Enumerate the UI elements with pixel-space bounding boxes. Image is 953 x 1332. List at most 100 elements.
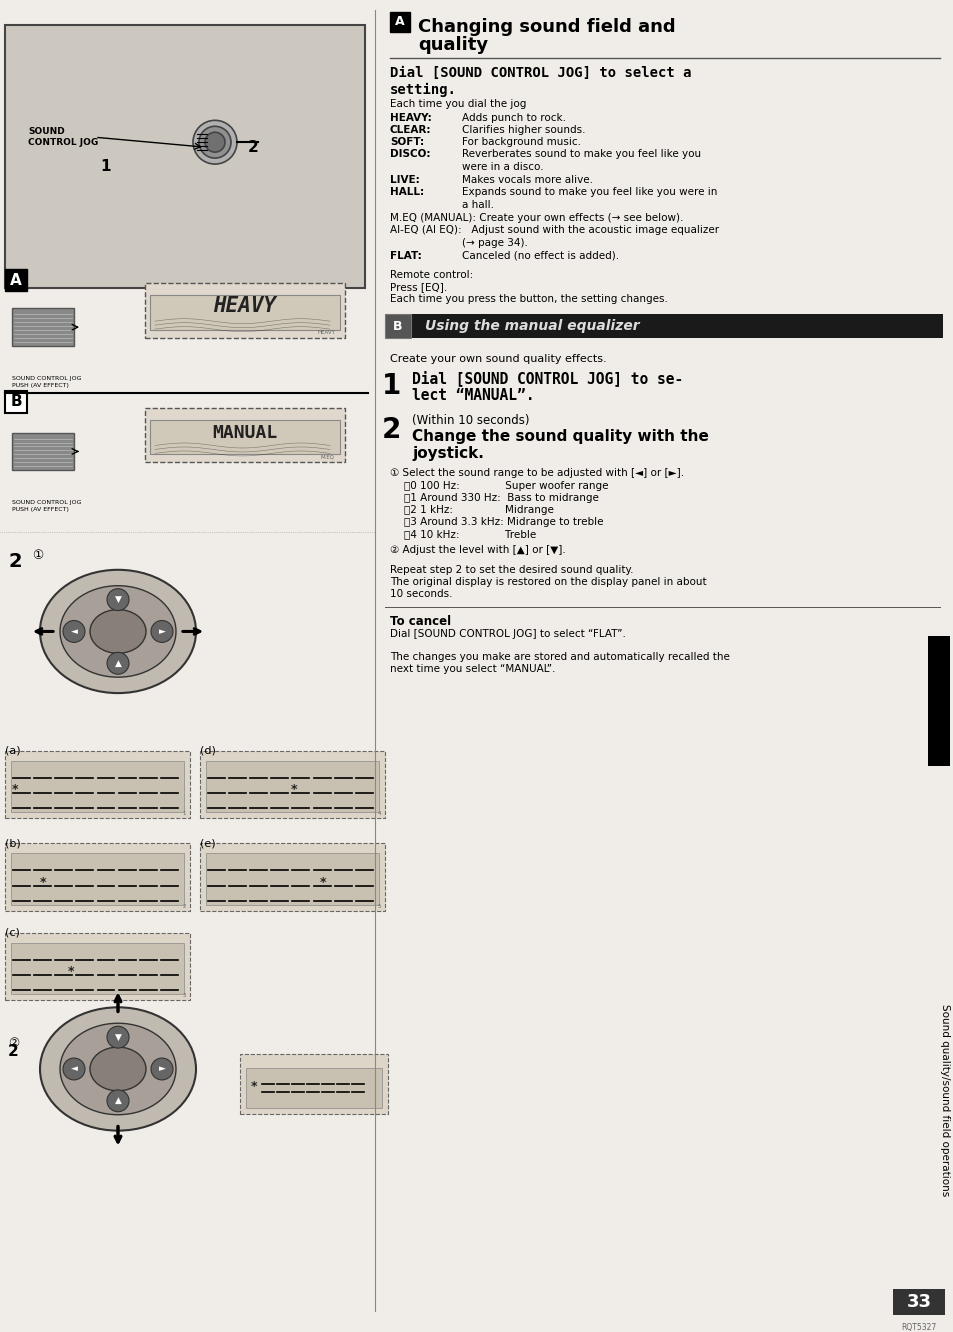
Bar	[385, 314, 411, 338]
Ellipse shape	[60, 1023, 175, 1115]
Text: 1: 1	[100, 159, 111, 174]
Text: To cancel: To cancel	[390, 614, 451, 627]
Text: joystick.: joystick.	[412, 446, 483, 461]
Text: A: A	[10, 273, 22, 288]
Text: LIVE:: LIVE:	[390, 174, 419, 185]
Text: Reverberates sound to make you feel like you: Reverberates sound to make you feel like…	[461, 149, 700, 159]
Text: Each time you press the button, the setting changes.: Each time you press the button, the sett…	[390, 294, 667, 304]
Text: ②: ②	[8, 1038, 19, 1050]
Bar	[5, 751, 190, 818]
Text: Clarifies higher sounds.: Clarifies higher sounds.	[461, 125, 585, 136]
Text: 3: 3	[182, 994, 186, 999]
Text: Each time you dial the jog: Each time you dial the jog	[390, 100, 526, 109]
Text: SOFT:: SOFT:	[390, 137, 424, 148]
Text: *: *	[319, 875, 326, 888]
Bar	[206, 761, 378, 813]
Text: Repeat step 2 to set the desired sound quality.: Repeat step 2 to set the desired sound q…	[390, 565, 633, 575]
Bar	[145, 408, 345, 462]
Text: *: *	[291, 783, 297, 797]
Text: (→ page 34).: (→ page 34).	[461, 237, 527, 248]
Text: HEAVY: HEAVY	[316, 330, 335, 336]
Ellipse shape	[90, 1047, 146, 1091]
Text: a hall.: a hall.	[461, 200, 494, 210]
Text: RQT5327: RQT5327	[901, 1323, 936, 1332]
Text: next time you select “MANUAL”.: next time you select “MANUAL”.	[390, 665, 555, 674]
Text: ►: ►	[158, 627, 165, 635]
Ellipse shape	[90, 610, 146, 653]
Text: Expands sound to make you feel like you were in: Expands sound to make you feel like you …	[461, 186, 717, 197]
Bar	[150, 296, 339, 330]
Bar	[206, 854, 378, 904]
Text: Create your own sound quality effects.: Create your own sound quality effects.	[390, 354, 606, 364]
Text: (a): (a)	[5, 746, 21, 755]
Text: Canceled (no effect is added).: Canceled (no effect is added).	[461, 250, 618, 261]
Ellipse shape	[40, 570, 195, 693]
Text: ①: ①	[32, 549, 43, 562]
Text: PUSH (AV EFFECT): PUSH (AV EFFECT)	[12, 507, 69, 511]
Circle shape	[107, 1090, 129, 1112]
Text: PUSH (AV EFFECT): PUSH (AV EFFECT)	[12, 382, 69, 388]
Bar	[390, 12, 410, 32]
Circle shape	[151, 1058, 172, 1080]
Text: B: B	[393, 320, 402, 333]
Text: 2: 2	[8, 1044, 19, 1059]
Text: Sound quality/sound field operations: Sound quality/sound field operations	[939, 1004, 949, 1196]
Text: ② Adjust the level with [▲] or [▼].: ② Adjust the level with [▲] or [▼].	[390, 545, 565, 555]
Text: ␶3 Around 3.3 kHz: Midrange to treble: ␶3 Around 3.3 kHz: Midrange to treble	[403, 517, 603, 527]
Text: B: B	[10, 394, 22, 409]
Text: 2: 2	[248, 140, 258, 155]
Text: *: *	[251, 1080, 257, 1094]
Text: Changing sound field and: Changing sound field and	[417, 17, 675, 36]
Circle shape	[205, 132, 225, 152]
Text: quality: quality	[417, 36, 488, 53]
Circle shape	[107, 1026, 129, 1048]
Text: MANUAL: MANUAL	[213, 424, 277, 442]
Text: SOUND CONTROL JOG: SOUND CONTROL JOG	[12, 376, 81, 381]
Bar	[11, 761, 184, 813]
Text: Adds punch to rock.: Adds punch to rock.	[461, 113, 565, 124]
Text: Change the sound quality with the: Change the sound quality with the	[412, 429, 708, 444]
Text: *: *	[40, 875, 47, 888]
Text: The changes you make are stored and automatically recalled the: The changes you make are stored and auto…	[390, 653, 729, 662]
Text: 2: 2	[8, 551, 22, 571]
Text: *: *	[11, 783, 18, 797]
Text: ␶0 100 Hz:              Super woofer range: ␶0 100 Hz: Super woofer range	[403, 481, 608, 492]
Text: ►: ►	[158, 1064, 165, 1074]
Text: DISCO:: DISCO:	[390, 149, 430, 159]
Text: lect “MANUAL”.: lect “MANUAL”.	[412, 388, 534, 402]
Text: 5: 5	[377, 904, 380, 908]
Text: ◄: ◄	[71, 1064, 77, 1074]
Text: 1: 1	[182, 811, 186, 817]
Text: (d): (d)	[200, 746, 215, 755]
Bar	[145, 284, 345, 338]
Bar	[5, 390, 27, 413]
Text: Dial [SOUND CONTROL JOG] to select “FLAT”.: Dial [SOUND CONTROL JOG] to select “FLAT…	[390, 630, 625, 639]
Bar	[246, 1068, 381, 1108]
Text: ▲: ▲	[114, 1096, 121, 1106]
Text: setting.: setting.	[390, 83, 456, 97]
Text: ␶2 1 kHz:                Midrange: ␶2 1 kHz: Midrange	[403, 505, 554, 515]
Text: SOUND
CONTROL JOG: SOUND CONTROL JOG	[28, 128, 98, 147]
Bar	[150, 420, 339, 454]
Text: CLEAR:: CLEAR:	[390, 125, 431, 136]
Text: ▼: ▼	[114, 595, 121, 605]
Text: HALL:: HALL:	[390, 186, 424, 197]
Text: ▲: ▲	[114, 659, 121, 667]
Text: (e): (e)	[200, 838, 215, 848]
Circle shape	[107, 653, 129, 674]
Text: Makes vocals more alive.: Makes vocals more alive.	[461, 174, 593, 185]
Text: 2: 2	[182, 904, 186, 908]
Text: SOUND CONTROL JOG: SOUND CONTROL JOG	[12, 501, 81, 505]
Bar	[927, 637, 949, 766]
Text: Remote control:: Remote control:	[390, 270, 473, 281]
Text: For background music.: For background music.	[461, 137, 580, 148]
Text: ␶4 10 kHz:              Treble: ␶4 10 kHz: Treble	[403, 529, 536, 539]
Bar	[385, 314, 942, 338]
Text: *: *	[68, 964, 74, 978]
Text: were in a disco.: were in a disco.	[461, 163, 543, 172]
Bar	[5, 843, 190, 911]
Bar	[12, 308, 74, 346]
Circle shape	[63, 621, 85, 642]
Text: A: A	[395, 16, 404, 28]
Bar	[12, 433, 74, 470]
